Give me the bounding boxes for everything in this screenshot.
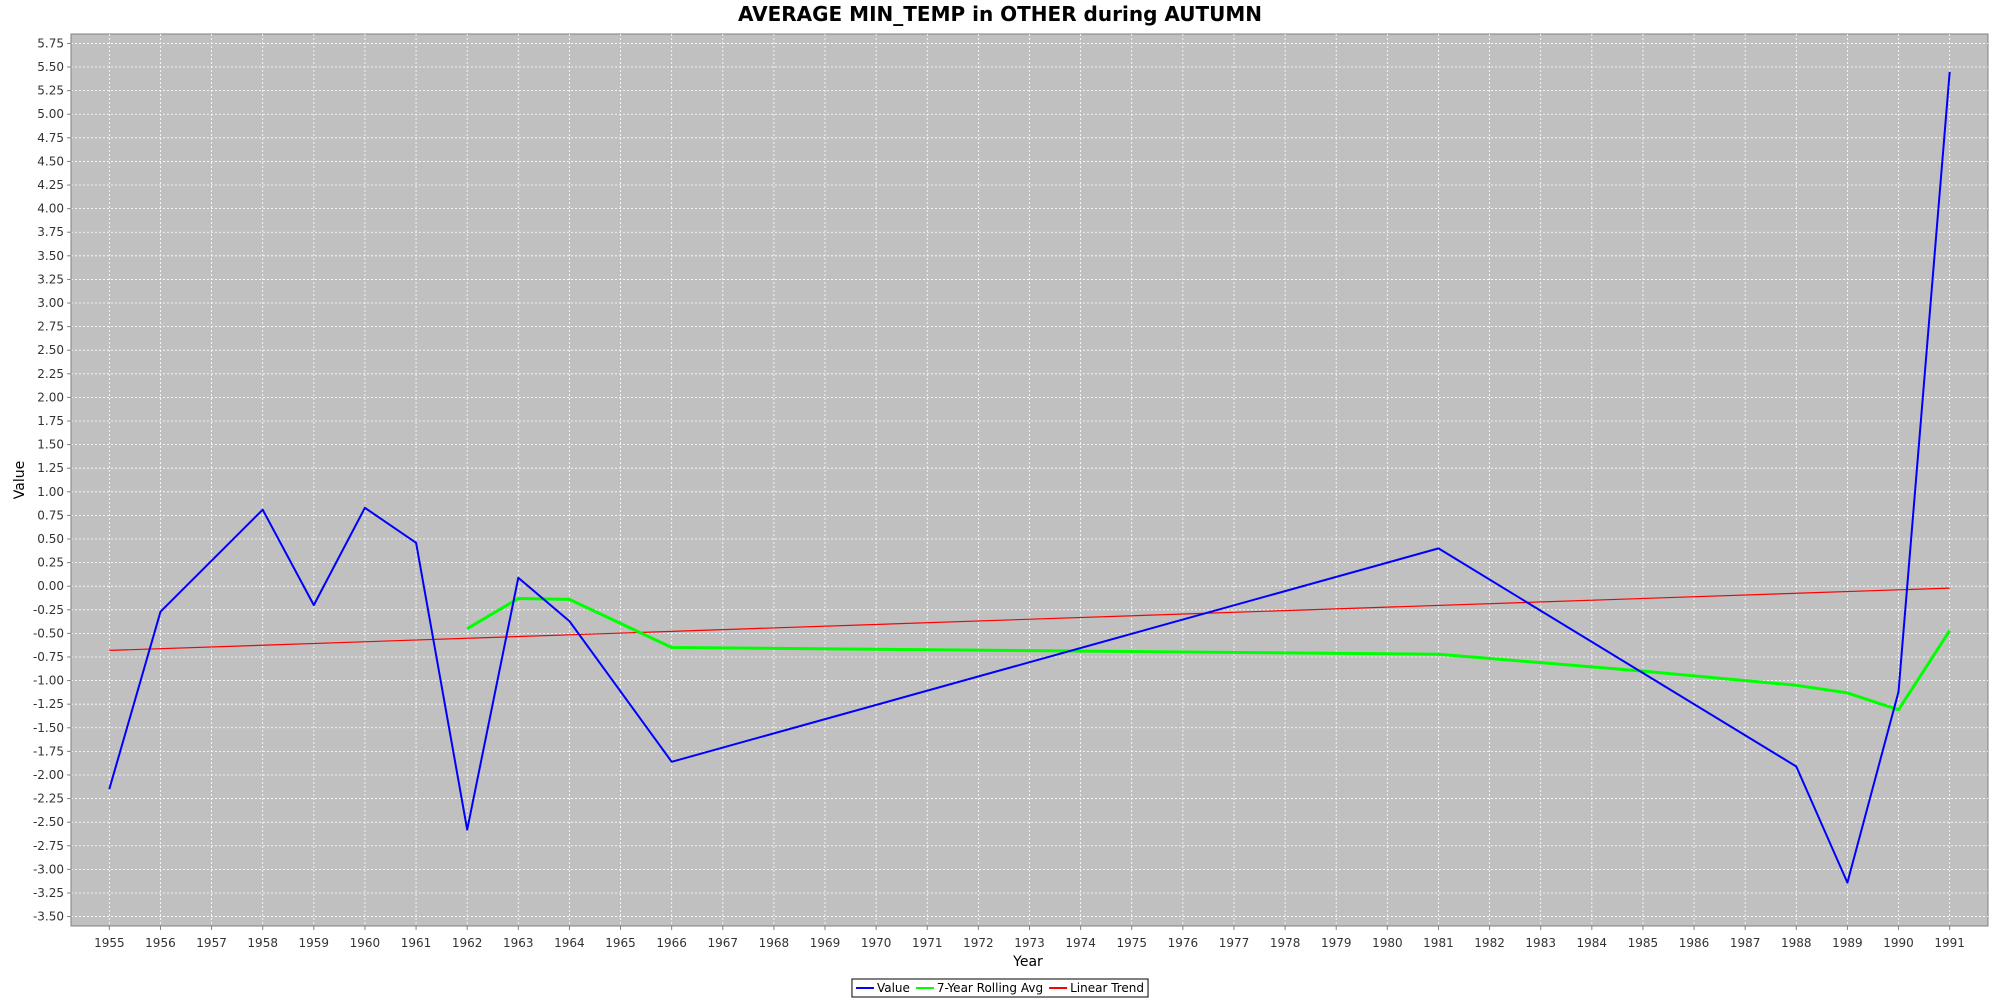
series-line-linear-trend bbox=[109, 587, 1950, 651]
x-tick-label: 1967 bbox=[708, 936, 739, 950]
y-tick-label: -2.50 bbox=[33, 815, 64, 829]
x-axis-title: Year bbox=[1012, 954, 1043, 970]
legend-item-value: Value bbox=[855, 981, 910, 995]
y-tick-label: -3.25 bbox=[33, 886, 64, 900]
x-tick-label: 1987 bbox=[1730, 936, 1761, 950]
legend: Value 7-Year Rolling Avg Linear Trend bbox=[851, 978, 1149, 998]
legend-item-linear-trend: Linear Trend bbox=[1049, 981, 1144, 995]
x-tick-label: 1970 bbox=[861, 936, 892, 950]
y-tick-label: 4.75 bbox=[37, 131, 64, 145]
x-tick-label: 1990 bbox=[1883, 936, 1914, 950]
y-tick-label: -0.75 bbox=[33, 650, 64, 664]
x-tick-label: 1978 bbox=[1270, 936, 1301, 950]
y-axis-title: Value bbox=[12, 461, 28, 499]
y-tick-label: -1.25 bbox=[33, 697, 64, 711]
x-tick-label: 1958 bbox=[247, 936, 278, 950]
y-tick-label: 4.50 bbox=[37, 154, 64, 168]
y-tick-label: -0.50 bbox=[33, 626, 64, 640]
x-tick-label: 1969 bbox=[810, 936, 841, 950]
y-tick-label: 2.25 bbox=[37, 367, 64, 381]
x-tick-label: 1988 bbox=[1781, 936, 1812, 950]
x-tick-label: 1960 bbox=[350, 936, 381, 950]
x-tick-label: 1956 bbox=[145, 936, 176, 950]
x-tick-label: 1961 bbox=[401, 936, 432, 950]
y-tick-label: 3.00 bbox=[37, 296, 64, 310]
y-tick-label: 1.25 bbox=[37, 461, 64, 475]
y-tick-label: -3.00 bbox=[33, 862, 64, 876]
series-layer bbox=[108, 71, 1951, 884]
y-tick-label: 2.50 bbox=[37, 343, 64, 357]
y-tick-label: 5.00 bbox=[37, 107, 64, 121]
x-tick-label: 1975 bbox=[1116, 936, 1147, 950]
x-tick-label: 1984 bbox=[1577, 936, 1608, 950]
y-tick-label: 0.25 bbox=[37, 556, 64, 570]
y-tick-label: -1.00 bbox=[33, 674, 64, 688]
y-tick-label: 3.50 bbox=[37, 249, 64, 263]
y-tick-label: 5.75 bbox=[37, 36, 64, 50]
x-tick-label: 1985 bbox=[1628, 936, 1659, 950]
x-tick-label: 1980 bbox=[1372, 936, 1403, 950]
x-tick-label: 1989 bbox=[1832, 936, 1863, 950]
y-tick-label: -2.25 bbox=[33, 792, 64, 806]
y-tick-label: -1.75 bbox=[33, 744, 64, 758]
x-tick-label: 1959 bbox=[299, 936, 330, 950]
y-tick-label: 0.75 bbox=[37, 508, 64, 522]
x-tick-label: 1981 bbox=[1423, 936, 1454, 950]
chart-title: AVERAGE MIN_TEMP in OTHER during AUTUMN bbox=[738, 2, 1262, 26]
axes: -3.50 -3.25 -3.00 -2.75 -2.50 -2.25 -2.00 -1.75… bbox=[33, 34, 1988, 950]
y-tick-label: 2.00 bbox=[37, 390, 64, 404]
x-tick-label: 1964 bbox=[554, 936, 585, 950]
legend-item-7-year-rolling-avg: 7-Year Rolling Avg bbox=[915, 981, 1043, 995]
y-tick-label: 4.25 bbox=[37, 178, 64, 192]
y-tick-label: 0.50 bbox=[37, 532, 64, 546]
y-tick-label: 5.50 bbox=[37, 60, 64, 74]
y-tick-label: -2.00 bbox=[33, 768, 64, 782]
y-tick-label: -1.50 bbox=[33, 721, 64, 735]
series-line-value bbox=[108, 71, 1951, 884]
y-tick-label: 0.00 bbox=[37, 579, 64, 593]
x-tick-label: 1982 bbox=[1474, 936, 1505, 950]
y-tick-label: -3.50 bbox=[33, 910, 64, 924]
x-tick-label: 1986 bbox=[1679, 936, 1710, 950]
x-tick-label: 1963 bbox=[503, 936, 534, 950]
legend-box bbox=[851, 978, 1149, 998]
y-tick-label: 3.25 bbox=[37, 272, 64, 286]
y-tick-label: 2.75 bbox=[37, 320, 64, 334]
x-tick-label: 1955 bbox=[94, 936, 125, 950]
x-tick-label: 1974 bbox=[1065, 936, 1096, 950]
x-tick-label: 1962 bbox=[452, 936, 483, 950]
x-tick-label: 1968 bbox=[759, 936, 790, 950]
x-tick-label: 1957 bbox=[196, 936, 227, 950]
legend-label: Value bbox=[877, 981, 910, 995]
y-tick-label: -0.25 bbox=[33, 603, 64, 617]
x-tick-label: 1971 bbox=[912, 936, 943, 950]
x-tick-label: 1976 bbox=[1168, 936, 1199, 950]
y-tick-label: 1.00 bbox=[37, 485, 64, 499]
y-tick-label: 5.25 bbox=[37, 84, 64, 98]
y-tick-label: 1.50 bbox=[37, 438, 64, 452]
y-tick-label: 3.75 bbox=[37, 225, 64, 239]
legend-label: Linear Trend bbox=[1070, 981, 1144, 995]
x-tick-label: 1972 bbox=[963, 936, 994, 950]
y-tick-label: -2.75 bbox=[33, 839, 64, 853]
x-tick-label: 1966 bbox=[656, 936, 687, 950]
x-tick-label: 1977 bbox=[1219, 936, 1250, 950]
x-tick-label: 1979 bbox=[1321, 936, 1352, 950]
x-tick-label: 1983 bbox=[1525, 936, 1556, 950]
y-tick-label: 4.00 bbox=[37, 202, 64, 216]
grid bbox=[71, 34, 1988, 926]
x-tick-label: 1991 bbox=[1934, 936, 1965, 950]
x-tick-label: 1973 bbox=[1014, 936, 1045, 950]
y-tick-label: 1.75 bbox=[37, 414, 64, 428]
legend-label: 7-Year Rolling Avg bbox=[937, 981, 1043, 995]
x-tick-label: 1965 bbox=[605, 936, 636, 950]
